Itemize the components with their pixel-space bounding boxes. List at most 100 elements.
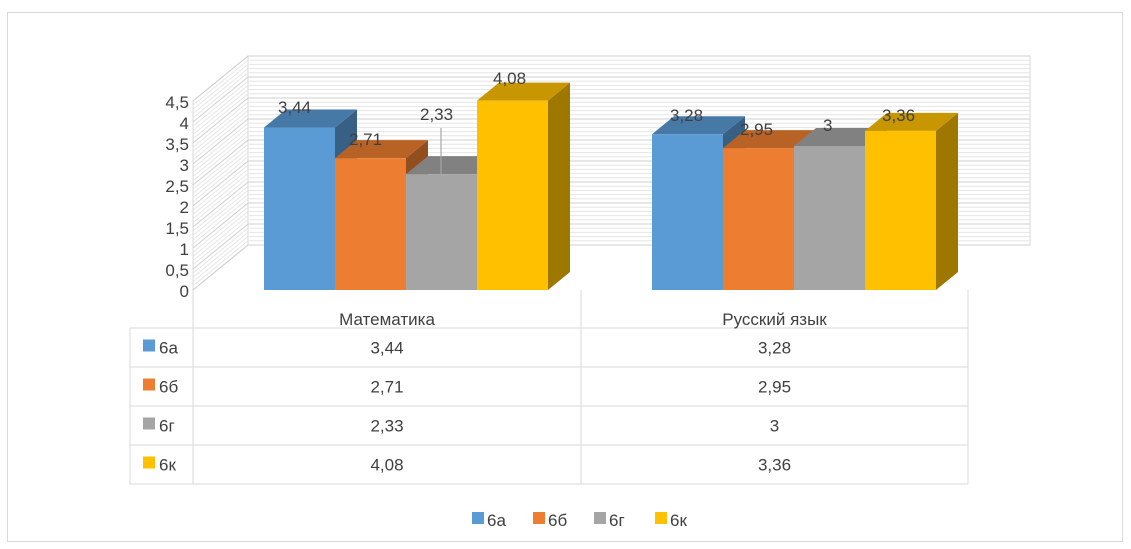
bar-front [264, 127, 335, 291]
table-cell: 4,08 [370, 456, 403, 475]
gridline [192, 127, 249, 173]
bar-front [723, 148, 794, 290]
y-tick-label: 4 [180, 114, 189, 133]
gridline [192, 93, 249, 140]
legend-key [655, 512, 667, 524]
data-label: 3,36 [882, 106, 915, 125]
y-tick-label: 4,5 [165, 93, 189, 112]
table-legend-key [143, 417, 155, 430]
gridline [192, 185, 249, 232]
table-series-name: 6г [159, 417, 175, 436]
gridline [192, 114, 249, 161]
gridline [192, 206, 249, 253]
data-label: 2,71 [349, 130, 382, 149]
gridline [192, 55, 249, 102]
gridline [192, 160, 249, 207]
data-label: 2,95 [740, 120, 773, 139]
table-cell: 3,36 [758, 456, 791, 475]
gridline [192, 198, 249, 245]
gridline [192, 190, 249, 236]
table-cell: 2,71 [370, 378, 403, 397]
gridline [192, 232, 249, 278]
gridline [192, 101, 249, 148]
table-series-name: 6к [159, 456, 176, 475]
gridline [192, 85, 249, 131]
legend-item-6к: 6к [655, 511, 687, 530]
table-cell: 3 [770, 417, 779, 436]
data-label: 4,08 [493, 69, 526, 88]
gridline [192, 143, 249, 190]
gridline [192, 211, 249, 257]
bar-top [264, 109, 357, 128]
gridline [192, 194, 249, 240]
bar-6к-1 [477, 82, 570, 290]
gridline [192, 135, 249, 182]
y-tick-label: 2,5 [165, 177, 189, 196]
gridline [192, 118, 249, 165]
category-label: Математика [339, 310, 435, 329]
gridline [192, 89, 249, 135]
bar-front [794, 146, 865, 290]
table-series-name: 6а [159, 339, 178, 358]
legend-key [533, 512, 545, 524]
gridline [192, 59, 249, 106]
bar-front [477, 100, 548, 290]
y-tick-label: 0,5 [165, 261, 189, 280]
table-series-name: 6б [159, 378, 178, 397]
gridline [192, 164, 249, 211]
data-label: 2,33 [420, 105, 453, 124]
table-legend-key [143, 378, 155, 391]
gridline [192, 139, 249, 186]
data-label: 3,28 [670, 106, 703, 125]
gridline [192, 223, 249, 270]
chart-frame [7, 12, 1123, 542]
gridline [192, 110, 249, 156]
legend-item-6г: 6г [594, 511, 625, 530]
gridline [192, 97, 249, 144]
gridline [192, 72, 249, 119]
bar-top [865, 112, 958, 131]
gridline [192, 227, 249, 274]
y-tick-label: 1,5 [165, 219, 189, 238]
table-cell: 3,44 [370, 339, 403, 358]
category-label: Русский язык [722, 310, 827, 329]
legend-item-6б: 6б [533, 511, 567, 530]
y-tick-label: 1 [180, 240, 189, 259]
gridline [192, 240, 249, 287]
y-tick-label: 2 [180, 198, 189, 217]
gridline [192, 215, 249, 261]
gridline [192, 131, 249, 177]
data-label: 3 [823, 116, 832, 135]
gridline [192, 181, 249, 228]
legend-label: 6б [548, 511, 567, 530]
gridline [192, 122, 249, 169]
gridline [192, 202, 249, 249]
gridline [192, 244, 249, 291]
y-tick-label: 3,5 [165, 135, 189, 154]
bar-front [865, 130, 936, 290]
gridline [192, 148, 249, 194]
bar-front [335, 158, 406, 290]
table-cell: 3,28 [758, 339, 791, 358]
data-label: 3,44 [278, 98, 311, 117]
table-legend-key [143, 339, 155, 352]
legend-item-6а: 6а [472, 511, 506, 530]
legend-label: 6к [670, 511, 687, 530]
gridline [192, 106, 249, 152]
bar-6к-2 [865, 112, 958, 290]
table-legend-key [143, 456, 155, 469]
gridline [192, 64, 249, 110]
gridline [192, 169, 249, 215]
gridline [192, 173, 249, 219]
bar-side [548, 82, 570, 290]
gridline [192, 156, 249, 203]
gridline [192, 152, 249, 198]
bar-top [652, 116, 745, 135]
bar-side [936, 112, 958, 290]
gridline [192, 80, 249, 127]
legend-label: 6а [487, 511, 506, 530]
bar-top [406, 156, 499, 175]
table-cell: 2,33 [370, 417, 403, 436]
bar-top [477, 82, 570, 101]
